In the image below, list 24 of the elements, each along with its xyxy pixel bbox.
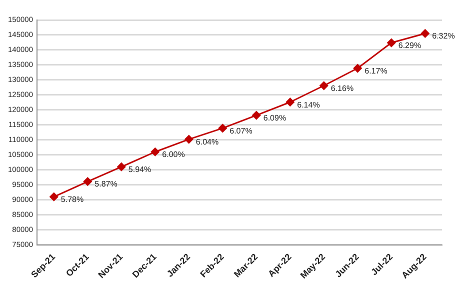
point	[353, 64, 362, 73]
annotation: 6.04%	[196, 137, 219, 146]
point	[218, 124, 227, 132]
point	[320, 81, 328, 90]
point	[286, 98, 294, 106]
annotation: 6.00%	[162, 150, 185, 160]
point	[252, 111, 261, 120]
annotation: 5.87%	[94, 180, 118, 189]
point	[83, 177, 92, 186]
annotation: 6.14%	[297, 100, 320, 110]
annotation: 6.32%	[432, 32, 455, 41]
annotation: 6.17%	[364, 66, 388, 76]
point	[420, 29, 430, 38]
annotation: 5.94%	[128, 165, 152, 174]
point	[117, 162, 126, 172]
annotation: 6.09%	[263, 114, 286, 123]
annotation: 6.07%	[230, 126, 252, 136]
point	[150, 148, 160, 156]
annotation: 6.16%	[330, 84, 354, 93]
point	[184, 135, 194, 144]
point	[50, 192, 58, 202]
point	[387, 38, 396, 48]
annotation: 5.78%	[60, 195, 84, 204]
annotation: 6.29%	[398, 40, 422, 50]
